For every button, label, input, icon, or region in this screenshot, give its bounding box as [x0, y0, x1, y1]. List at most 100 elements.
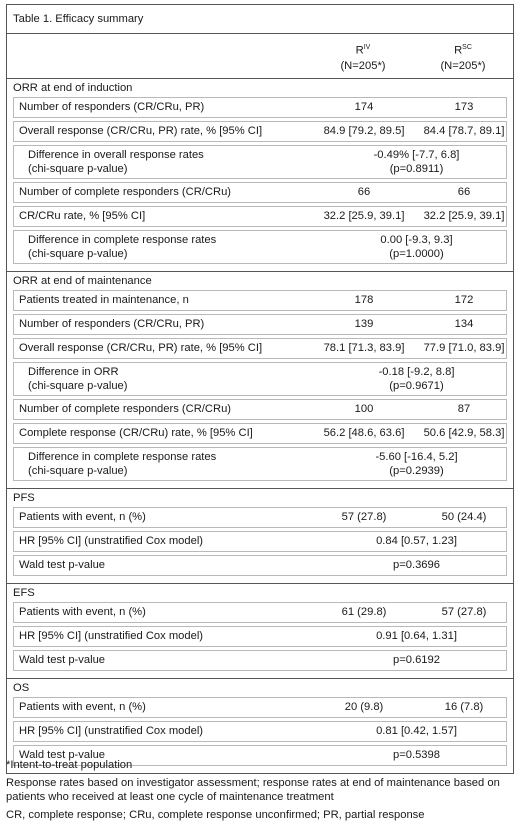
- column-n-sc: (N=205*): [440, 59, 486, 72]
- table-row: Difference in complete response rates (c…: [13, 447, 507, 481]
- row-label: Wald test p-value: [19, 559, 106, 571]
- row-label: Wald test p-value: [19, 654, 106, 666]
- column-sup-sc: SC: [462, 44, 472, 51]
- table-row: Number of responders (CR/CRu, PR) 174 17…: [13, 97, 507, 118]
- column-sup-iv: IV: [363, 44, 371, 51]
- row-label: Difference in ORR (chi-square p-value): [28, 366, 128, 392]
- row-label: HR [95% CI] (unstratified Cox model): [19, 535, 204, 547]
- row-label: Difference in complete response rates (c…: [28, 451, 217, 477]
- value-iv: 84.9 [79.2, 89.5]: [323, 125, 405, 137]
- row-label: Difference in overall response rates (ch…: [28, 149, 204, 175]
- row-label: HR [95% CI] (unstratified Cox model): [19, 725, 204, 737]
- value-iv: 78.1 [71.3, 83.9]: [323, 342, 405, 354]
- table-row: Patients treated in maintenance, n 178 1…: [13, 290, 507, 311]
- value-iv: 32.2 [25.9, 39.1]: [323, 210, 405, 222]
- row-label: Difference in complete response rates (c…: [28, 234, 217, 260]
- table-footnotes: *Intent-to-treat population Response rat…: [6, 758, 514, 826]
- section-os: OS Patients with event, n (%) 20 (9.8) 1…: [7, 679, 513, 773]
- value-sc: 77.9 [71.0, 83.9]: [423, 342, 505, 354]
- table-row: Wald test p-value p=0.5398: [13, 745, 507, 766]
- column-header-iv: RIV (N=205*): [318, 40, 408, 74]
- footnote-abbreviations: CR, complete response; CRu, complete res…: [6, 809, 425, 821]
- section-efs: EFS Patients with event, n (%) 61 (29.8)…: [7, 584, 513, 679]
- value-sc: 50 (24.4): [441, 511, 487, 523]
- table-title: Table 1. Efficacy summary: [7, 5, 513, 34]
- table-row: Patients with event, n (%) 57 (27.8) 50 …: [13, 507, 507, 528]
- value-iv: 139: [354, 318, 374, 330]
- section-title: EFS: [13, 587, 35, 599]
- table-row: Number of complete responders (CR/CRu) 6…: [13, 182, 507, 203]
- value-sc: 134: [454, 318, 474, 330]
- table-row: HR [95% CI] (unstratified Cox model) 0.8…: [13, 531, 507, 552]
- footnote-itt: *Intent-to-treat population: [6, 759, 133, 771]
- value-iv: 100: [354, 403, 374, 415]
- value-sc: 57 (27.8): [441, 606, 487, 618]
- section-title: ORR at end of maintenance: [13, 275, 152, 287]
- table-row: Difference in overall response rates (ch…: [13, 145, 507, 179]
- value-sc: 173: [454, 101, 474, 113]
- section-pfs: PFS Patients with event, n (%) 57 (27.8)…: [7, 489, 513, 584]
- row-label: Number of responders (CR/CRu, PR): [19, 318, 205, 330]
- value-sc: 172: [454, 294, 474, 306]
- table-row: Overall response (CR/CRu, PR) rate, % [9…: [13, 121, 507, 142]
- value-iv: 66: [357, 186, 371, 198]
- value-iv: 178: [354, 294, 374, 306]
- value-spanning: p=0.3696: [393, 559, 440, 571]
- table-row: Wald test p-value p=0.6192: [13, 650, 507, 671]
- value-sc: 84.4 [78.7, 89.1]: [423, 125, 505, 137]
- value-spanning: -5.60 [-16.4, 5.2] (p=0.2939): [375, 451, 458, 477]
- value-spanning: 0.00 [-9.3, 9.3] (p=1.0000): [380, 234, 453, 260]
- column-header-row: RIV (N=205*) RSC (N=205*): [7, 34, 513, 79]
- value-spanning: 0.84 [0.57, 1.23]: [376, 535, 457, 547]
- value-spanning: p=0.5398: [393, 749, 440, 761]
- row-label: Complete response (CR/CRu) rate, % [95% …: [19, 427, 253, 439]
- value-sc: 87: [457, 403, 471, 415]
- row-label: CR/CRu rate, % [95% CI]: [19, 210, 146, 222]
- row-label: HR [95% CI] (unstratified Cox model): [19, 630, 204, 642]
- table-row: HR [95% CI] (unstratified Cox model) 0.8…: [13, 721, 507, 742]
- table-row: Number of complete responders (CR/CRu) 1…: [13, 399, 507, 420]
- value-spanning: p=0.6192: [393, 654, 440, 666]
- section-title: ORR at end of induction: [13, 82, 133, 94]
- value-spanning: 0.81 [0.42, 1.57]: [376, 725, 457, 737]
- row-label: Patients with event, n (%): [19, 511, 146, 523]
- table-row: Number of responders (CR/CRu, PR) 139 13…: [13, 314, 507, 335]
- value-sc: 32.2 [25.9, 39.1]: [423, 210, 505, 222]
- section-induction: ORR at end of induction Number of respon…: [7, 79, 513, 272]
- row-label: Number of complete responders (CR/CRu): [19, 186, 232, 198]
- section-maintenance: ORR at end of maintenance Patients treat…: [7, 272, 513, 489]
- table-row: HR [95% CI] (unstratified Cox model) 0.9…: [13, 626, 507, 647]
- table-row: CR/CRu rate, % [95% CI] 32.2 [25.9, 39.1…: [13, 206, 507, 227]
- column-n-iv: (N=205*): [340, 59, 386, 72]
- column-header-sc: RSC (N=205*): [418, 40, 508, 74]
- value-spanning: -0.18 [-9.2, 8.8] (p=0.9671): [378, 366, 455, 392]
- value-spanning: 0.91 [0.64, 1.31]: [376, 630, 457, 642]
- section-title: PFS: [13, 492, 35, 504]
- value-iv: 174: [354, 101, 374, 113]
- row-label: Patients with event, n (%): [19, 606, 146, 618]
- value-iv: 56.2 [48.6, 63.6]: [323, 427, 405, 439]
- value-sc: 66: [457, 186, 471, 198]
- table-frame: Table 1. Efficacy summary RIV (N=205*) R…: [6, 4, 514, 774]
- footnote-response-rates: Response rates based on investigator ass…: [6, 777, 500, 803]
- efficacy-table: Table 1. Efficacy summary RIV (N=205*) R…: [6, 4, 514, 774]
- table-row: Patients with event, n (%) 20 (9.8) 16 (…: [13, 697, 507, 718]
- column-name-sc: R: [454, 44, 463, 57]
- value-spanning: -0.49% [-7.7, 6.8] (p=0.8911): [373, 149, 460, 175]
- row-label: Patients with event, n (%): [19, 701, 146, 713]
- table-row: Patients with event, n (%) 61 (29.8) 57 …: [13, 602, 507, 623]
- value-iv: 61 (29.8): [341, 606, 387, 618]
- value-iv: 57 (27.8): [341, 511, 387, 523]
- table-row: Overall response (CR/CRu, PR) rate, % [9…: [13, 338, 507, 359]
- row-label: Wald test p-value: [19, 749, 106, 761]
- row-label: Number of complete responders (CR/CRu): [19, 403, 232, 415]
- table-row: Difference in complete response rates (c…: [13, 230, 507, 264]
- table-row: Difference in ORR (chi-square p-value) -…: [13, 362, 507, 396]
- value-sc: 50.6 [42.9, 58.3]: [423, 427, 505, 439]
- row-label: Patients treated in maintenance, n: [19, 294, 189, 306]
- value-iv: 20 (9.8): [344, 701, 384, 713]
- column-name-iv: R: [355, 44, 364, 57]
- row-label: Overall response (CR/CRu, PR) rate, % [9…: [19, 342, 263, 354]
- row-label: Overall response (CR/CRu, PR) rate, % [9…: [19, 125, 263, 137]
- table-row: Wald test p-value p=0.3696: [13, 555, 507, 576]
